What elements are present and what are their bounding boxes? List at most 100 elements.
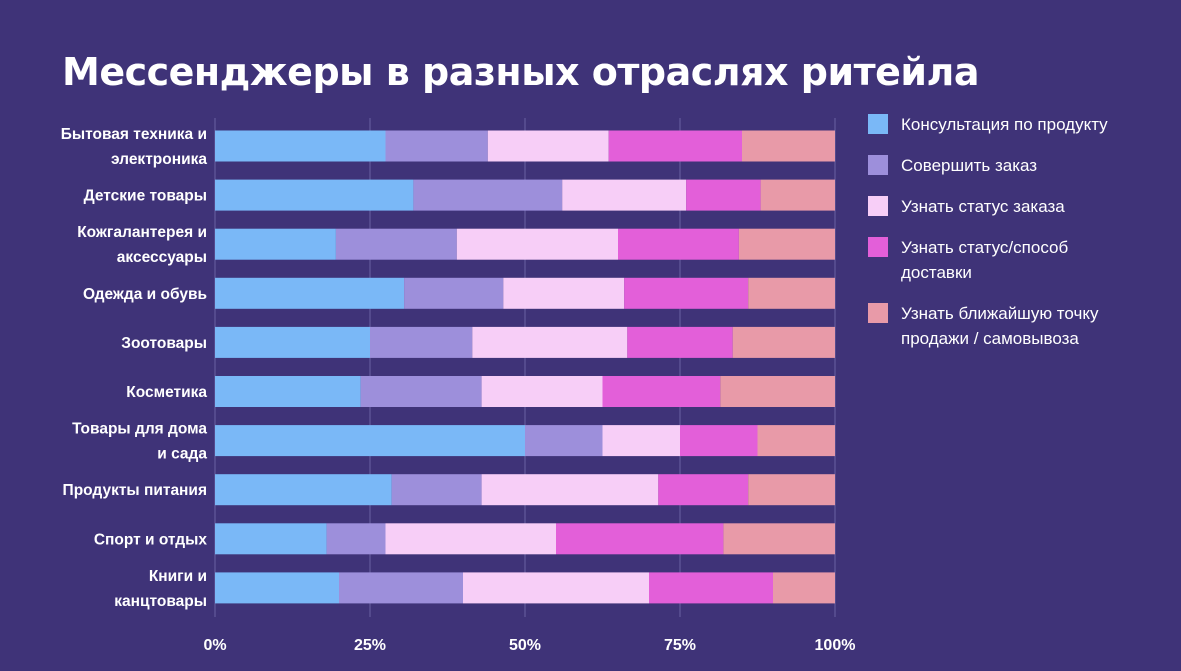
legend-item: Узнать статус заказа [868, 194, 1168, 219]
bar-segment [748, 277, 835, 309]
bar-segment [326, 523, 386, 555]
legend-item: Совершить заказ [868, 153, 1168, 178]
legend-label: Совершить заказ [901, 153, 1037, 178]
stacked-bar-chart: Бытовая техника и электроника Детские това… [61, 118, 855, 654]
bar-segment [624, 277, 749, 309]
bar-row [215, 474, 835, 506]
legend-swatch [868, 237, 888, 257]
bar-segment [562, 179, 687, 211]
legend-label-line: Совершить заказ [901, 156, 1038, 175]
bar-segment [742, 130, 835, 162]
bar-segment [385, 523, 556, 555]
category-label: Товары для дома [72, 421, 207, 438]
chart-title: Мессенджеры в разных отраслях ритейла [62, 50, 980, 94]
legend-item: Консультация по продукту [868, 112, 1168, 137]
bar-segment [686, 179, 761, 211]
category-label: Одежда и обувь [83, 286, 207, 303]
bar-segment [618, 228, 739, 260]
bar-segment [773, 572, 835, 604]
bar-row [215, 425, 835, 457]
category-label: Зоотовары [121, 335, 207, 352]
bar-row [215, 572, 835, 604]
bar-row [215, 523, 835, 555]
bar-segment [481, 474, 659, 506]
bar-row [215, 376, 835, 407]
bar-row [215, 130, 835, 162]
legend-swatch [868, 196, 888, 216]
bar-row [215, 277, 835, 309]
category-label: и сада [157, 446, 207, 463]
legend-label-line: продажи / самовывоза [901, 329, 1079, 348]
legend-label-line: Узнать ближайшую точку [901, 304, 1099, 323]
bar-segment [385, 130, 488, 162]
bar-segment [370, 326, 473, 358]
bar-segment [487, 130, 609, 162]
legend-label-line: доставки [901, 263, 972, 282]
bar-segment [215, 425, 525, 457]
bar-segment [456, 228, 618, 260]
bar-segment [215, 228, 336, 260]
bar-segment [738, 228, 835, 260]
bar-segment [215, 523, 327, 555]
bar-segment [463, 572, 649, 604]
bar-row [215, 228, 835, 260]
bar-segment [608, 130, 742, 162]
category-label: канцтовары [114, 593, 207, 610]
bar-row [215, 326, 835, 358]
bar-segment [215, 326, 370, 358]
bar-segment [339, 572, 463, 604]
bar-segment [472, 326, 628, 358]
bar-segment [748, 474, 835, 506]
bar-segment [525, 425, 603, 457]
bar-segment [627, 326, 733, 358]
category-label: Косметика [126, 384, 207, 401]
bar-segment [335, 228, 457, 260]
bar-segment [413, 179, 563, 211]
bar-row [215, 179, 835, 211]
bar-segment [720, 376, 835, 407]
bar-segment [215, 376, 361, 407]
bar-segment [680, 425, 758, 457]
category-label: Бытовая техника и [61, 126, 207, 143]
x-tick-label: 75% [664, 637, 696, 654]
legend-item: Узнать статус/способ доставки [868, 235, 1168, 285]
bar-segment [757, 425, 835, 457]
bar-segment [503, 277, 625, 309]
category-label: аксессуары [117, 249, 207, 266]
category-label: электроника [111, 151, 207, 168]
legend-label: Узнать статус заказа [901, 194, 1065, 219]
legend-item: Узнать ближайшую точку продажи / самовыво… [868, 301, 1168, 351]
category-label: Продукты питания [63, 482, 207, 499]
chart-legend: Консультация по продукту Совершить заказ У… [868, 112, 1168, 367]
bar-segment [215, 130, 386, 162]
legend-swatch [868, 155, 888, 175]
category-label: Кожгалантерея и [77, 224, 207, 241]
bar-segment [732, 326, 835, 358]
category-label: Книги и [149, 568, 207, 585]
bar-segment [658, 474, 749, 506]
x-tick-label: 50% [509, 637, 541, 654]
bar-segment [215, 572, 339, 604]
legend-swatch [868, 303, 888, 323]
category-label: Детские товары [84, 188, 207, 205]
bar-segment [723, 523, 835, 555]
bar-segment [602, 425, 680, 457]
bar-segment [481, 376, 603, 407]
bar-segment [215, 179, 414, 211]
legend-label: Консультация по продукту [901, 112, 1108, 137]
legend-label: Узнать статус/способ доставки [901, 235, 1068, 285]
legend-label-line: Узнать статус/способ [901, 238, 1069, 257]
legend-swatch [868, 114, 888, 134]
bar-segment [760, 179, 835, 211]
category-label: Спорт и отдых [94, 531, 208, 548]
bar-segment [404, 277, 504, 309]
legend-label-line: Узнать статус заказа [901, 197, 1065, 216]
legend-label: Узнать ближайшую точку продажи / самовыво… [901, 301, 1098, 351]
legend-label-line: Консультация по продукту [901, 115, 1108, 134]
bar-segment [215, 277, 405, 309]
bar-segment [391, 474, 482, 506]
bar-segment [649, 572, 773, 604]
x-tick-label: 0% [203, 637, 226, 654]
bar-segment [215, 474, 392, 506]
bar-segment [360, 376, 482, 407]
